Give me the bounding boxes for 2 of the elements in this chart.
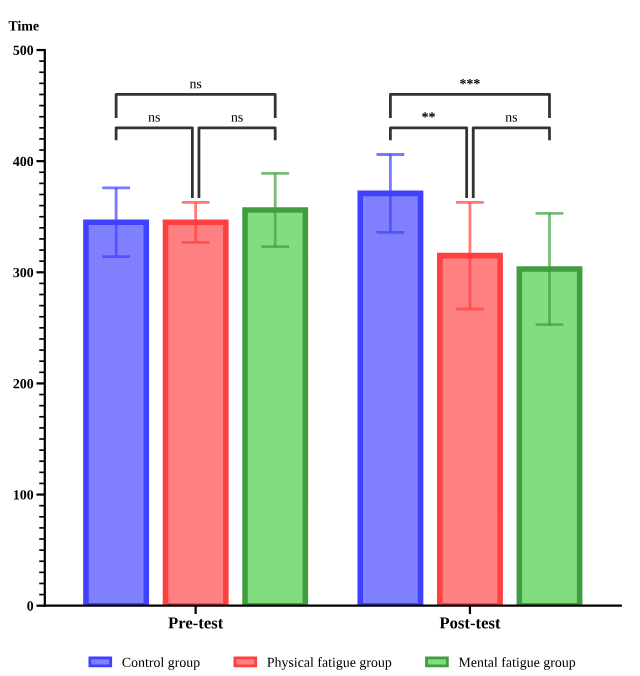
x-tick-label: Post-test (439, 617, 501, 629)
x-tick-label: Pre-test (168, 617, 224, 629)
